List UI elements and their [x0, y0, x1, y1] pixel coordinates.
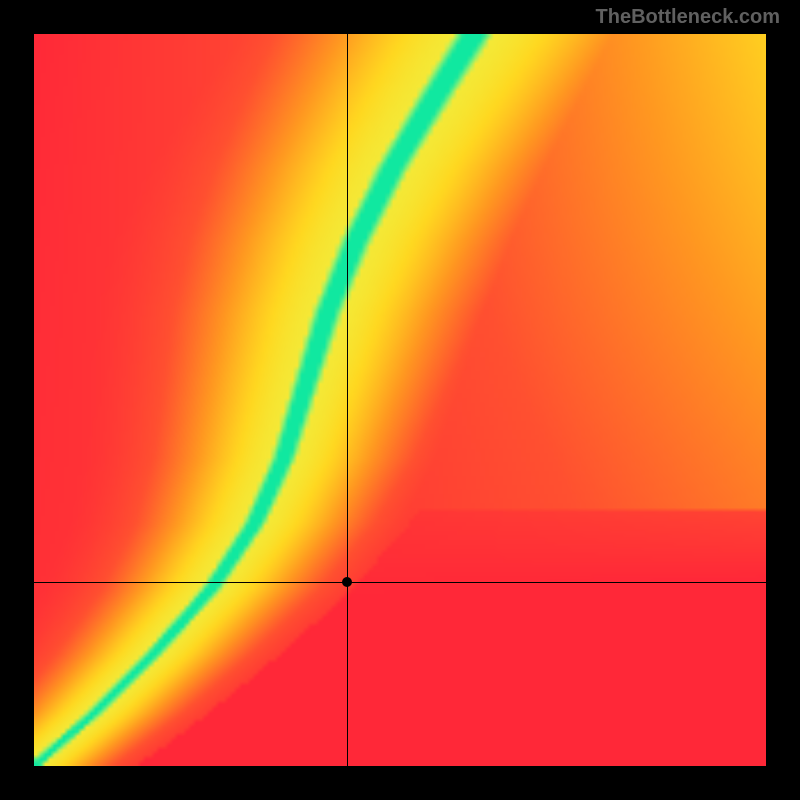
heatmap-canvas [34, 34, 766, 766]
selection-marker [342, 577, 352, 587]
chart-container: TheBottleneck.com [0, 0, 800, 800]
crosshair-horizontal [34, 582, 766, 583]
watermark-text: TheBottleneck.com [596, 6, 780, 29]
plot-area [34, 34, 766, 766]
crosshair-vertical [347, 34, 348, 766]
